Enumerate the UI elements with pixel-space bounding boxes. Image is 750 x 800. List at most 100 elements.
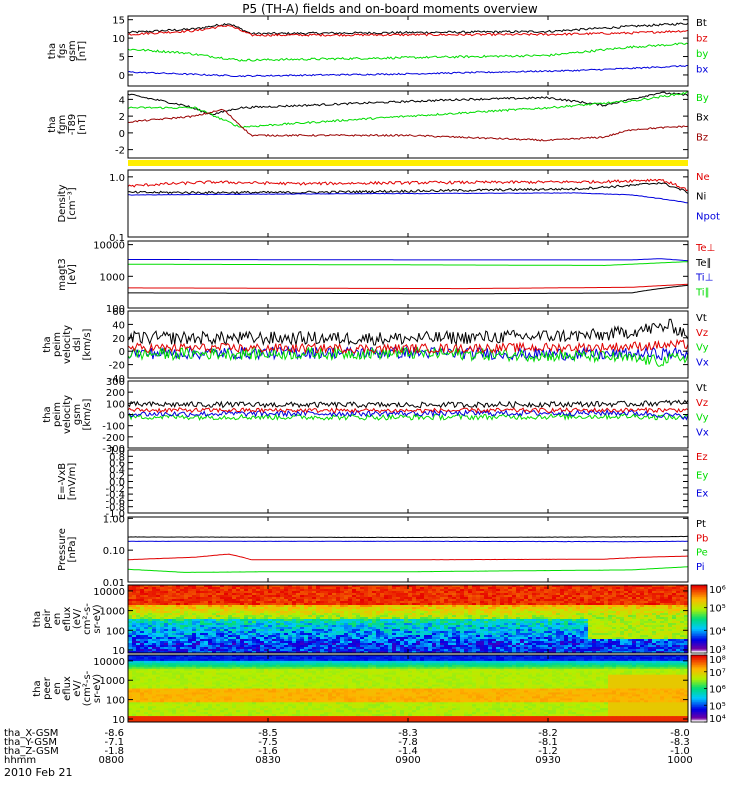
y-axis-label: tha xyxy=(42,406,53,422)
ephemeris-value: -8.1 xyxy=(538,737,558,748)
y-axis-label: gsm xyxy=(72,404,83,425)
y-tick-label: 1.0 xyxy=(109,173,125,184)
legend-entry: Bt xyxy=(696,18,707,29)
ephemeris-value: -8.3 xyxy=(670,737,690,748)
y-tick-label: 0 xyxy=(119,71,125,82)
y-axis-label: eflux xyxy=(62,607,73,632)
y-tick-label: 20 xyxy=(112,334,125,345)
legend-entry: bx xyxy=(696,65,708,76)
legend-entry: Te⊥ xyxy=(695,243,715,254)
y-tick-label: 100 xyxy=(106,399,125,410)
legend-entry: Ey xyxy=(696,470,708,481)
y-axis-label: E=-VxB xyxy=(57,463,68,500)
series-line-pressure-Pe xyxy=(127,566,689,573)
y-tick-label: 0 xyxy=(119,411,125,422)
series-line-fgm-Bz xyxy=(127,108,689,142)
y-axis-label: velocity xyxy=(62,325,73,364)
legend-entry: Bz xyxy=(696,132,708,143)
y-tick-label: 4 xyxy=(119,95,125,106)
panel-frame xyxy=(127,240,689,309)
ephemeris-value: -8.3 xyxy=(398,728,418,739)
y-tick-label: 10000 xyxy=(93,241,125,252)
y-tick-label: -300 xyxy=(102,444,125,455)
panel-peir: 10⁶ 10⁵ 10⁴ 10³ 10000 1000 100 10 tha peir en eflux… xyxy=(32,584,726,657)
panel-frame xyxy=(127,380,689,449)
ephemeris-value: -1.8 xyxy=(104,746,124,757)
y-tick-label: 0.1 xyxy=(109,233,125,244)
legend-entry: Vy xyxy=(696,413,709,424)
y-tick-label: 100 xyxy=(106,304,125,315)
y-axis-label: [km/s] xyxy=(82,328,93,360)
panel-efield: 1.00.80.60.40.20.0-0.2-0.4-0.6-0.8-1.0 E=… xyxy=(57,446,708,520)
panel-vdsl: 60 40 20 0 -20 -40 tha peim velocity dsl [km/s] Vt V… xyxy=(42,307,709,385)
y-axis-label: peim xyxy=(52,332,63,357)
colorbar-peir: 10⁶ 10⁵ 10⁴ 10³ xyxy=(690,584,726,656)
y-tick-label: 10 xyxy=(112,715,125,726)
ephemeris-value: -8.2 xyxy=(538,728,558,739)
spectrogram-peer xyxy=(128,655,689,723)
y-axis-label: cm²-s- xyxy=(82,603,93,635)
y-tick-label: 5 xyxy=(119,53,125,64)
y-axis-label: (eV/ xyxy=(72,608,83,629)
ephemeris-value: -8.6 xyxy=(104,728,124,739)
y-tick-label: -1.0 xyxy=(105,509,125,520)
y-axis-label: (cm²-s- xyxy=(82,670,93,706)
legend-entry: Te∥ xyxy=(695,258,712,269)
colorbar-peer: 10⁸ 10⁷ 10⁶ 10⁵ 10⁴ xyxy=(690,654,726,725)
y-axis-label: peim xyxy=(52,402,63,427)
series-line-temp-Ti⊥ xyxy=(128,258,689,262)
y-tick-label: -0.6 xyxy=(105,496,125,507)
y-axis-label: tha xyxy=(47,116,58,132)
legend-entry: Vz xyxy=(696,398,708,409)
series-line-temp-Te∥ xyxy=(128,284,689,295)
ephemeris-value: -7.5 xyxy=(258,737,278,748)
y-tick-label: 2 xyxy=(119,112,125,123)
y-tick-label: 10000 xyxy=(93,657,125,668)
data-gap-strip xyxy=(128,160,688,166)
series-line-fgs-Bt xyxy=(127,22,689,36)
colorbar-tick-label: 10⁴ xyxy=(709,714,726,725)
y-tick-label: 100 xyxy=(106,696,125,707)
colorbar-tick-label: 10⁷ xyxy=(709,668,726,679)
spectrogram-peir xyxy=(128,585,689,654)
series-line-fgs-by xyxy=(127,42,689,62)
y-tick-label: 0.01 xyxy=(103,578,125,589)
y-tick-label: 0.10 xyxy=(103,546,125,557)
colorbar-tick-label: 10³ xyxy=(709,645,726,656)
ephemeris-value: 0900 xyxy=(395,755,420,766)
ephemeris-value: 0800 xyxy=(99,755,124,766)
y-tick-label: -20 xyxy=(109,361,125,372)
y-tick-label: -0.2 xyxy=(105,484,125,495)
ephemeris-value: -7.8 xyxy=(398,737,418,748)
ephemeris-value: -1.2 xyxy=(538,746,558,757)
series-line-vgsm-Vx xyxy=(127,408,689,421)
series-line-vgsm-Vz xyxy=(127,406,689,414)
y-axis-label: tha xyxy=(42,336,53,352)
y-tick-label: 0.2 xyxy=(109,471,125,482)
y-axis-label: fgs xyxy=(57,43,68,58)
y-axis-label: sr-eV) xyxy=(92,604,103,633)
legend-entry: by xyxy=(696,49,708,60)
colorbar-tick-label: 10⁵ xyxy=(709,701,726,712)
series-line-vdsl-Vy xyxy=(127,345,689,367)
ephemeris-value: -8.0 xyxy=(670,728,690,739)
ephemeris-value: 0930 xyxy=(535,755,560,766)
y-axis-label: gsm xyxy=(67,40,78,61)
y-tick-label: 100 xyxy=(106,626,125,637)
ephemeris-value: 1000 xyxy=(667,755,692,766)
ephemeris-value: 0830 xyxy=(255,755,280,766)
colorbar-tick-label: 10⁸ xyxy=(709,655,726,666)
series-line-pressure-Pb xyxy=(127,553,688,561)
legend-entry: Vt xyxy=(696,383,707,394)
y-tick-label: 300 xyxy=(106,377,125,388)
panel-temp: 10000 1000 100 magt3 [eV] Te⊥ Te∥ Ti⊥ Ti∥ xyxy=(57,240,715,315)
y-tick-label: -200 xyxy=(102,433,125,444)
legend-entry: Ti⊥ xyxy=(695,273,713,284)
y-tick-label: 1000 xyxy=(100,676,125,687)
y-axis-label: [eV] xyxy=(67,264,78,285)
y-axis-label: dsl xyxy=(72,337,83,351)
legend-entry: Vz xyxy=(696,328,708,339)
y-tick-label: 1000 xyxy=(100,272,125,283)
series-line-vdsl-Vt xyxy=(127,318,689,347)
